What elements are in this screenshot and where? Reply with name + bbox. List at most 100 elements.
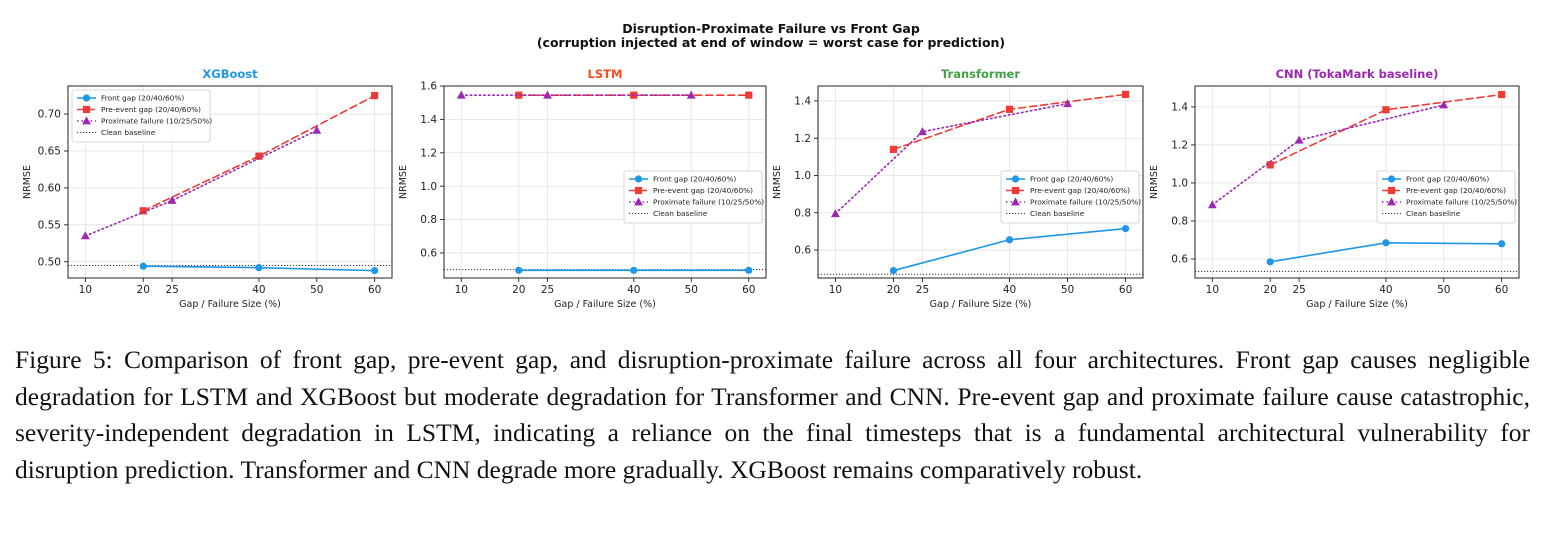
legend-label: Proximate failure (10/25/50%) bbox=[101, 117, 212, 126]
x-tick-label: 50 bbox=[1061, 284, 1074, 296]
chart-title: CNN (TokaMark baseline) bbox=[1276, 67, 1439, 81]
data-point-front bbox=[1005, 236, 1014, 244]
legend-box bbox=[623, 170, 763, 224]
y-tick-label: 0.8 bbox=[794, 207, 811, 219]
legend-label: Proximate failure (10/25/50%) bbox=[1406, 198, 1517, 207]
data-point-pre bbox=[889, 145, 898, 153]
legend: Front gap (20/40/60%) Pre-event gap (20/4… bbox=[71, 89, 212, 143]
y-tick-label: 0.6 bbox=[1171, 254, 1188, 266]
figure-subtitle: (corruption injected at end of window = … bbox=[537, 35, 1005, 50]
x-tick-label: 25 bbox=[1292, 284, 1305, 296]
legend-label: Clean baseline bbox=[1406, 209, 1461, 218]
chart-panel-1: 10 20 25 40 50 60 0.6 0.8 1.0 1.2 1.4 1.6 LSTM Gap / … bbox=[398, 67, 767, 310]
data-point-pre bbox=[1005, 105, 1014, 113]
chart-title: LSTM bbox=[588, 67, 623, 81]
legend-label: Proximate failure (10/25/50%) bbox=[1030, 198, 1141, 207]
x-tick-label: 25 bbox=[541, 284, 554, 296]
legend-label: Front gap (20/40/60%) bbox=[1030, 175, 1113, 184]
data-point-prox bbox=[1439, 100, 1449, 109]
legend-label: Pre-event gap (20/40/60%) bbox=[1030, 186, 1130, 195]
legend-marker-prox bbox=[1387, 197, 1396, 206]
y-tick-label: 0.50 bbox=[38, 256, 61, 268]
legend: Front gap (20/40/60%) Pre-event gap (20/4… bbox=[1000, 170, 1141, 224]
x-tick-label: 20 bbox=[887, 284, 900, 296]
data-point-front bbox=[515, 266, 523, 274]
legend-marker-pre bbox=[1011, 186, 1020, 195]
data-point-prox bbox=[167, 195, 177, 204]
data-point-prox bbox=[543, 90, 552, 99]
data-point-prox bbox=[831, 209, 840, 218]
chart-panel-2: 10 20 25 40 50 60 0.6 0.8 1.0 1.2 1.4 Transformer Ga… bbox=[772, 67, 1144, 310]
data-point-front bbox=[630, 266, 638, 274]
series-line-prox bbox=[84, 129, 318, 237]
data-point-prox bbox=[1294, 135, 1304, 144]
y-axis-label: NRMSE bbox=[772, 165, 783, 199]
y-tick-label: 1.2 bbox=[420, 147, 437, 159]
x-axis-label: Gap / Failure Size (%) bbox=[554, 299, 656, 310]
figure-caption: Figure 5: Comparison of front gap, pre-e… bbox=[15, 345, 1530, 484]
data-point-pre bbox=[1266, 161, 1274, 169]
legend-marker-front bbox=[1387, 175, 1396, 183]
legend-label: Front gap (20/40/60%) bbox=[653, 175, 736, 184]
legend-marker-pre bbox=[1387, 186, 1396, 195]
y-axis-label: NRMSE bbox=[22, 165, 33, 199]
x-tick-label: 10 bbox=[1206, 284, 1219, 296]
legend-box bbox=[1000, 170, 1140, 224]
data-point-front bbox=[371, 267, 379, 275]
y-tick-label: 1.2 bbox=[1171, 140, 1188, 152]
y-tick-label: 0.60 bbox=[38, 183, 61, 195]
legend-label: Front gap (20/40/60%) bbox=[1406, 175, 1489, 184]
x-tick-label: 10 bbox=[455, 284, 468, 296]
plot-frame bbox=[817, 85, 1144, 279]
legend-marker-prox bbox=[634, 197, 643, 206]
figure-canvas: Disruption-Proximate Failure vs Front Ga… bbox=[22, 21, 1520, 310]
data-point-front bbox=[139, 262, 147, 270]
data-point-prox bbox=[1207, 200, 1217, 209]
chart-panel-0: 10 20 25 40 50 60 0.50 0.55 0.60 0.65 0.70 XGBoost G… bbox=[22, 67, 393, 310]
legend-marker-front bbox=[634, 175, 643, 183]
chart-title: Transformer bbox=[941, 67, 1020, 81]
data-point-pre bbox=[139, 207, 147, 215]
legend-marker-front bbox=[1011, 175, 1020, 183]
legend-label: Pre-event gap (20/40/60%) bbox=[101, 105, 201, 114]
y-tick-label: 0.70 bbox=[38, 109, 61, 121]
x-tick-label: 40 bbox=[627, 284, 640, 296]
legend: Front gap (20/40/60%) Pre-event gap (20/4… bbox=[1376, 170, 1517, 224]
x-tick-label: 20 bbox=[137, 284, 150, 296]
y-axis-label: NRMSE bbox=[398, 165, 409, 199]
data-point-pre bbox=[371, 92, 379, 100]
y-tick-label: 1.4 bbox=[1171, 102, 1188, 114]
plot-frame bbox=[67, 85, 393, 279]
y-tick-label: 0.55 bbox=[38, 219, 61, 231]
x-tick-label: 40 bbox=[1379, 284, 1392, 296]
x-tick-label: 50 bbox=[310, 284, 323, 296]
data-point-prox bbox=[80, 231, 90, 240]
x-tick-label: 60 bbox=[742, 284, 755, 296]
x-axis-label: Gap / Failure Size (%) bbox=[930, 299, 1032, 310]
plot-frame bbox=[443, 85, 767, 279]
x-tick-label: 50 bbox=[1437, 284, 1450, 296]
x-tick-label: 25 bbox=[165, 284, 178, 296]
y-tick-label: 0.8 bbox=[1171, 216, 1188, 228]
legend-box bbox=[71, 89, 211, 143]
y-axis-label: NRMSE bbox=[1149, 165, 1160, 199]
y-tick-label: 0.8 bbox=[420, 214, 437, 226]
x-tick-label: 10 bbox=[829, 284, 842, 296]
x-tick-label: 60 bbox=[368, 284, 381, 296]
legend-marker-front bbox=[82, 94, 91, 102]
data-point-prox bbox=[456, 90, 466, 99]
x-tick-label: 25 bbox=[916, 284, 929, 296]
legend-label: Clean baseline bbox=[101, 128, 156, 137]
y-tick-label: 1.6 bbox=[420, 81, 437, 93]
data-point-front bbox=[889, 266, 898, 275]
data-point-front bbox=[745, 266, 753, 274]
y-tick-label: 0.6 bbox=[420, 248, 437, 260]
data-point-prox bbox=[686, 90, 696, 99]
legend-marker-pre bbox=[634, 186, 643, 195]
data-point-pre bbox=[745, 91, 753, 99]
data-point-front bbox=[1266, 258, 1274, 266]
chart-title: XGBoost bbox=[202, 67, 258, 81]
y-tick-label: 1.2 bbox=[794, 133, 811, 145]
y-tick-label: 0.6 bbox=[794, 245, 811, 257]
legend-label: Pre-event gap (20/40/60%) bbox=[653, 186, 753, 195]
